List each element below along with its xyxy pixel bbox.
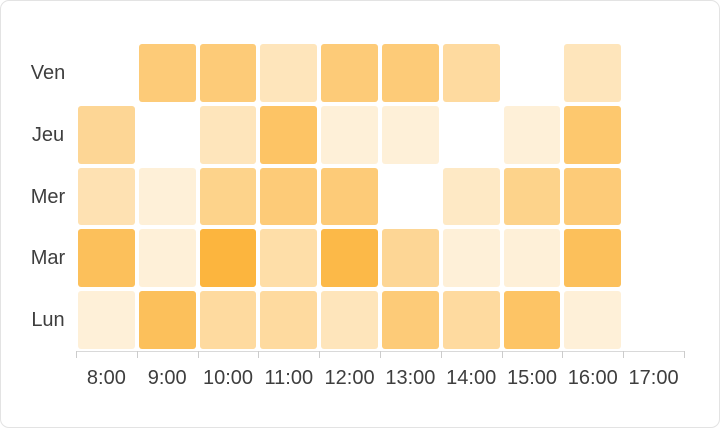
heatmap-cell-mar-800[interactable]	[78, 229, 135, 288]
y-axis-label-lun: Lun	[31, 309, 65, 332]
y-axis-label-mar: Mar	[30, 247, 66, 270]
x-axis-tick	[136, 351, 138, 358]
heatmap-cell-jeu-1300[interactable]	[382, 105, 439, 164]
heatmap-cell-jeu-1100[interactable]	[260, 105, 318, 164]
heatmap-cell-ven-1600[interactable]	[564, 44, 622, 102]
heatmap-cell-mar-900[interactable]	[138, 229, 196, 288]
heatmap-cell-ven-1400[interactable]	[442, 44, 500, 102]
heatmap-cell-mar-1400[interactable]	[442, 229, 500, 288]
x-axis-label-1100: 11:00	[264, 367, 314, 389]
x-axis-label-1500: 15:00	[506, 367, 558, 389]
heatmap-cell-jeu-1600[interactable]	[564, 105, 622, 164]
x-axis-tick	[319, 351, 321, 358]
x-axis-label-1000: 10:00	[202, 367, 254, 389]
x-axis-tick	[258, 351, 260, 358]
heatmap-cell-mar-1300[interactable]	[382, 229, 439, 288]
x-axis-tick	[197, 351, 199, 358]
heatmap-cell-jeu-1000[interactable]	[199, 105, 257, 164]
x-axis-label-1200: 12:00	[324, 367, 375, 389]
x-axis-tick	[440, 351, 442, 358]
heatmap-cell-ven-1100[interactable]	[260, 44, 318, 102]
x-axis-label-800: 8:00	[86, 367, 126, 389]
x-axis-label-1700: 17:00	[628, 367, 679, 389]
x-axis-label-900: 9:00	[147, 367, 187, 389]
heatmap-cell-lun-1000[interactable]	[199, 291, 257, 349]
x-axis-tick	[623, 351, 625, 358]
heatmap-cell-ven-1200[interactable]	[321, 44, 378, 102]
heatmap-cell-mar-1500[interactable]	[503, 229, 561, 288]
x-axis-tick	[380, 351, 381, 358]
heatmap-cell-lun-1400[interactable]	[442, 291, 500, 349]
x-axis-label-1600: 16:00	[567, 367, 618, 389]
y-axis-label-ven: Ven	[30, 61, 66, 84]
heatmap-cell-mar-1100[interactable]	[260, 229, 318, 288]
heatmap-cell-jeu-800[interactable]	[78, 105, 135, 164]
x-axis-tick	[562, 351, 564, 358]
heatmap-cell-lun-1600[interactable]	[564, 291, 622, 349]
heatmap-cell-lun-1200[interactable]	[321, 291, 378, 349]
heatmap-cell-lun-800[interactable]	[78, 291, 135, 349]
heatmap-cell-jeu-1200[interactable]	[321, 105, 378, 164]
heatmap-cell-mar-1600[interactable]	[564, 229, 622, 288]
heatmap-cell-jeu-1500[interactable]	[503, 105, 561, 164]
heatmap-cell-mer-1200[interactable]	[321, 167, 378, 226]
heatmap-cell-mer-900[interactable]	[138, 167, 196, 226]
heatmap-cell-mar-1000[interactable]	[199, 229, 257, 288]
heatmap-cell-lun-900[interactable]	[138, 291, 196, 349]
heatmap-cell-mer-1500[interactable]	[503, 167, 561, 226]
heatmap-cell-lun-1300[interactable]	[382, 291, 439, 349]
y-axis-label-jeu: Jeu	[31, 123, 65, 146]
x-axis-tick	[501, 351, 503, 358]
heatmap-cell-mer-1100[interactable]	[260, 167, 318, 226]
heatmap-cell-mar-1200[interactable]	[321, 229, 378, 288]
heatmap-cell-ven-900[interactable]	[138, 44, 196, 102]
heatmap-cell-lun-1500[interactable]	[503, 291, 561, 349]
y-axis-label-mer: Mer	[30, 185, 66, 208]
heatmap-cell-mer-1600[interactable]	[564, 167, 622, 226]
x-axis-label-1300: 13:00	[385, 367, 436, 389]
heatmap-cell-ven-1000[interactable]	[199, 44, 257, 102]
x-axis-label-1400: 14:00	[446, 367, 497, 389]
heatmap-cell-lun-1100[interactable]	[260, 291, 318, 349]
x-axis-tick	[684, 351, 685, 358]
heatmap-cell-mer-800[interactable]	[78, 167, 135, 226]
heatmap-cell-ven-1300[interactable]	[382, 44, 439, 102]
x-axis-tick	[76, 351, 77, 358]
heatmap-cell-mer-1000[interactable]	[199, 167, 257, 226]
heatmap-cell-mer-1400[interactable]	[442, 167, 500, 226]
